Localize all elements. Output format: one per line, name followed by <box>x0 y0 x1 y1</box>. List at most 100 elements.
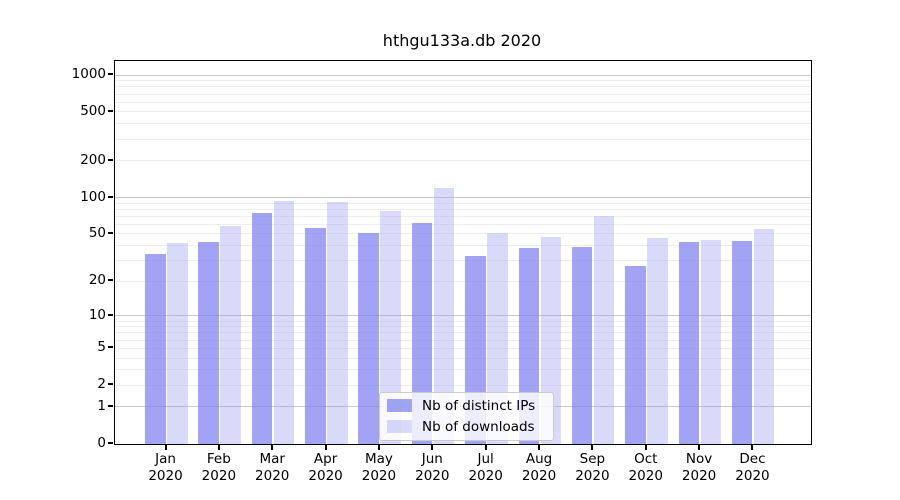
minor-gridline <box>115 339 811 341</box>
y-tick-mark <box>108 195 113 198</box>
x-tick-label: Jun 2020 <box>415 451 450 484</box>
x-tick-label: May 2020 <box>361 451 397 484</box>
y-tick-label: 50 <box>88 224 106 241</box>
y-tick-mark <box>108 313 113 316</box>
minor-gridline <box>115 260 811 262</box>
y-tick-label: 1 <box>97 397 106 414</box>
minor-gridline <box>115 215 811 217</box>
bar-downloads-may-2020 <box>380 210 401 444</box>
legend-swatch-distinct-ips <box>387 399 412 412</box>
bar-distinct-ips-sep-2020 <box>571 246 593 444</box>
chart-title: hthgu133a.db 2020 <box>382 31 542 50</box>
minor-gridline <box>115 332 811 334</box>
bar-downloads-jul-2020 <box>487 232 508 444</box>
major-gridline <box>115 197 811 198</box>
minor-gridline <box>115 369 811 371</box>
x-tick-mark <box>164 444 167 450</box>
minor-gridline <box>115 233 811 235</box>
bar-downloads-mar-2020 <box>273 200 295 444</box>
major-gridline <box>115 315 811 317</box>
y-tick-label: 100 <box>80 188 106 205</box>
minor-gridline <box>115 160 811 162</box>
bar-downloads-feb-2020 <box>220 226 241 444</box>
x-tick-label: Nov 2020 <box>681 451 717 484</box>
y-tick-mark <box>108 231 113 234</box>
y-tick-mark <box>108 442 113 444</box>
x-tick-mark <box>484 444 487 450</box>
minor-gridline <box>115 202 811 204</box>
x-tick-label: Apr 2020 <box>308 451 343 484</box>
y-tick-mark <box>108 73 113 75</box>
minor-gridline <box>115 80 811 82</box>
x-tick-label: Oct 2020 <box>628 451 663 484</box>
minor-gridline <box>115 123 811 125</box>
x-tick-mark <box>377 444 380 450</box>
y-tick-mark <box>108 279 113 282</box>
bar-downloads-jan-2020 <box>167 243 188 444</box>
bar-downloads-oct-2020 <box>647 238 668 444</box>
minor-gridline <box>115 101 811 103</box>
x-tick-mark <box>698 444 701 450</box>
bar-distinct-ips-jun-2020 <box>411 222 433 444</box>
y-tick-mark <box>108 404 113 407</box>
minor-gridline <box>115 93 811 95</box>
x-tick-mark <box>271 444 274 450</box>
y-tick-mark <box>108 158 113 161</box>
legend-swatch-downloads <box>387 420 412 433</box>
x-tick-mark <box>431 444 434 450</box>
minor-gridline <box>115 280 811 282</box>
minor-gridline <box>115 208 811 210</box>
y-tick-label: 200 <box>80 151 106 168</box>
x-tick-label: Feb 2020 <box>201 451 237 484</box>
minor-gridline <box>115 326 811 328</box>
bar-distinct-ips-dec-2020 <box>731 240 753 444</box>
x-tick-mark <box>217 444 220 450</box>
legend-item-downloads: Nb of downloads <box>387 418 545 435</box>
y-tick-label: 20 <box>88 272 106 289</box>
x-tick-mark <box>538 444 541 450</box>
plot-area: Nb of distinct IPs Nb of downloads <box>114 60 812 445</box>
x-tick-mark <box>644 444 647 450</box>
y-tick-mark <box>108 109 113 112</box>
bar-distinct-ips-mar-2020 <box>251 213 273 444</box>
bar-distinct-ips-oct-2020 <box>625 266 646 444</box>
y-tick-mark <box>108 346 113 349</box>
minor-gridline <box>115 384 811 386</box>
minor-gridline <box>115 245 811 247</box>
major-gridline <box>115 74 811 76</box>
minor-gridline <box>115 357 811 359</box>
bar-downloads-nov-2020 <box>700 239 722 444</box>
x-tick-label: Aug 2020 <box>521 451 557 484</box>
x-tick-label: Jan 2020 <box>148 451 183 484</box>
y-tick-label: 10 <box>88 306 106 323</box>
x-tick-label: Dec 2020 <box>735 451 770 484</box>
bar-downloads-sep-2020 <box>593 216 615 444</box>
bar-distinct-ips-feb-2020 <box>198 241 219 444</box>
y-tick-label: 0 <box>97 435 106 451</box>
y-tick-mark <box>108 383 113 386</box>
bar-distinct-ips-may-2020 <box>358 232 379 444</box>
minor-gridline <box>115 86 811 88</box>
y-tick-label: 2 <box>97 376 106 393</box>
x-tick-mark <box>751 444 754 450</box>
y-tick-label: 500 <box>80 102 106 119</box>
minor-gridline <box>115 138 811 140</box>
x-tick-mark <box>324 444 327 450</box>
legend-label-distinct-ips: Nb of distinct IPs <box>422 397 536 414</box>
x-tick-mark <box>591 444 594 450</box>
bar-distinct-ips-jan-2020 <box>145 254 166 444</box>
bar-downloads-apr-2020 <box>327 201 348 444</box>
bar-downloads-jun-2020 <box>433 187 455 444</box>
minor-gridline <box>115 223 811 225</box>
minor-gridline <box>115 111 811 113</box>
x-tick-label: Sep 2020 <box>575 451 610 484</box>
legend-label-downloads: Nb of downloads <box>422 418 535 435</box>
y-tick-label: 1000 <box>71 66 106 82</box>
x-tick-label: Mar 2020 <box>255 451 290 484</box>
y-tick-label: 5 <box>97 339 106 356</box>
bar-distinct-ips-apr-2020 <box>305 228 326 444</box>
minor-gridline <box>115 320 811 322</box>
x-tick-label: Jul 2020 <box>468 451 503 484</box>
bar-distinct-ips-nov-2020 <box>678 241 700 444</box>
